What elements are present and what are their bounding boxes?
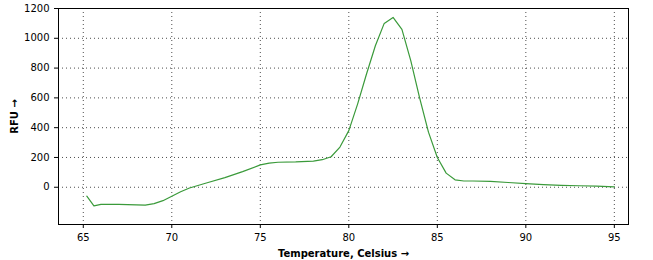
svg-text:1200: 1200 (24, 3, 49, 14)
svg-text:75: 75 (254, 232, 267, 243)
svg-text:200: 200 (30, 152, 49, 163)
svg-text:RFU →: RFU → (9, 99, 20, 134)
svg-text:90: 90 (519, 232, 532, 243)
svg-text:65: 65 (77, 232, 90, 243)
svg-text:800: 800 (30, 62, 49, 73)
svg-text:95: 95 (608, 232, 621, 243)
svg-text:80: 80 (342, 232, 355, 243)
svg-text:85: 85 (431, 232, 444, 243)
svg-text:600: 600 (30, 92, 49, 103)
svg-text:Temperature, Celsius →: Temperature, Celsius → (278, 248, 409, 259)
svg-text:400: 400 (30, 122, 49, 133)
svg-text:70: 70 (165, 232, 178, 243)
svg-text:0: 0 (43, 181, 49, 192)
svg-text:1000: 1000 (24, 32, 49, 43)
